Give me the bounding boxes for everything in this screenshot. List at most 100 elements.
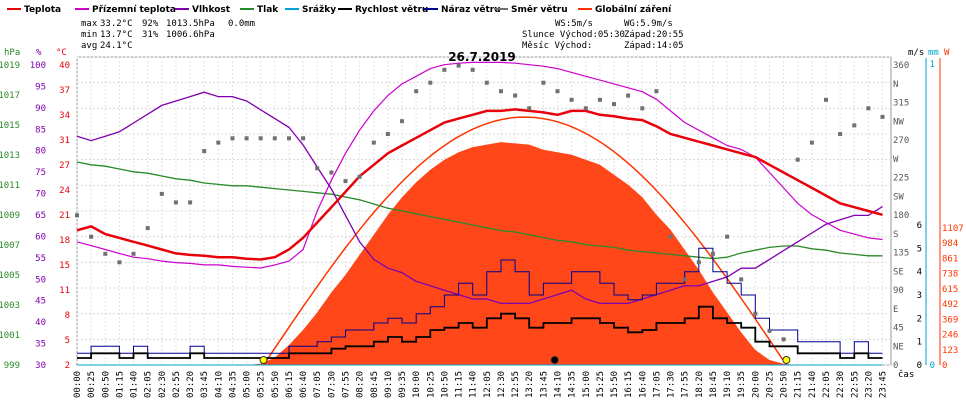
legend-label: Teplota	[24, 5, 61, 15]
x-tick-label: 02:05	[144, 371, 154, 398]
x-tick-label: 11:40	[469, 371, 479, 398]
x-tick-label: 20:00	[751, 371, 761, 398]
wind-direction-point	[385, 132, 390, 136]
celsius-tick: 31	[59, 136, 70, 146]
x-tick-label: 10:25	[426, 371, 436, 398]
direction-tick: 270	[893, 136, 909, 146]
wind-direction-point	[880, 114, 885, 119]
wind-direction-point	[541, 80, 546, 85]
legend-label: Přízemní teplota	[92, 5, 176, 15]
wind-direction-point	[866, 106, 871, 111]
x-tick-label: 05:50	[271, 371, 281, 398]
wind-direction-point	[682, 277, 687, 282]
legend-label: Náraz větru	[441, 4, 501, 15]
x-tick-label: 09:10	[384, 371, 394, 398]
celsius-tick: 24	[59, 186, 70, 196]
wind-direction-point	[696, 260, 701, 265]
x-tick-label: 14:10	[554, 371, 564, 398]
x-tick-label: 05:00	[243, 371, 253, 398]
wind-direction-point	[428, 80, 433, 85]
x-tick-label: 06:40	[299, 371, 309, 398]
x-tick-label: 11:15	[455, 371, 465, 398]
celsius-tick: 34	[59, 111, 70, 121]
ms-tick: 4	[917, 268, 922, 278]
wind-direction-point	[753, 311, 758, 316]
wind-direction-point	[654, 89, 659, 94]
moon-rise: Měsíc Východ:	[522, 41, 592, 51]
pct-tick: 35	[35, 340, 46, 350]
direction-tick: 360	[893, 61, 909, 71]
w-tick: 0	[942, 361, 947, 371]
wind-direction-point	[230, 136, 235, 141]
legend-label: Směr větru	[511, 4, 568, 15]
sun-moon-markers	[259, 356, 791, 364]
legend-label: Vlhkost	[192, 5, 231, 15]
wind-direction-point	[159, 191, 164, 196]
x-tick-label: 08:20	[356, 371, 366, 398]
celsius-tick: 15	[59, 261, 70, 271]
radiation-area	[77, 116, 883, 366]
x-tick-label: 21:15	[794, 371, 804, 398]
stat-avg-temp: 24.1°C	[100, 41, 133, 51]
x-tick-label: 18:20	[695, 371, 705, 398]
wind-direction-point	[315, 166, 320, 171]
sunset-marker	[782, 356, 791, 364]
pct-tick: 50	[35, 275, 46, 285]
x-tick-label: 08:45	[370, 371, 380, 398]
stat-min-label: min	[81, 30, 97, 40]
x-tick-label: 19:35	[737, 371, 747, 398]
x-tick-label: 10:00	[412, 371, 422, 398]
hpa-tick: 1003	[0, 301, 20, 311]
w-tick: 615	[942, 285, 958, 295]
pct-tick: 40	[35, 318, 46, 328]
x-tick-label: 00:25	[87, 371, 97, 398]
x-unit-label: čas	[898, 369, 914, 380]
wind-direction-point	[484, 80, 489, 85]
direction-tick: 0	[893, 361, 898, 371]
w-tick: 369	[942, 315, 958, 325]
series-line-teplota	[76, 108, 883, 261]
direction-tick: 225	[893, 174, 909, 184]
pct-tick: 95	[35, 82, 46, 92]
sun-ws: WS:5m/s	[555, 19, 593, 29]
w-tick: 861	[942, 254, 958, 264]
mm-tick: 1	[930, 60, 935, 70]
pct-tick: 90	[35, 104, 46, 114]
wind-direction-point	[216, 140, 221, 145]
series-line-n-raz-v-tru	[77, 247, 883, 354]
wind-direction-point	[258, 136, 263, 141]
x-tick-label: 05:25	[257, 371, 267, 398]
wind-direction-point	[117, 260, 122, 265]
wind-direction-point	[626, 93, 631, 98]
x-tick-label: 14:35	[568, 371, 578, 398]
x-tick-label: 03:45	[200, 371, 210, 398]
x-tick-label: 03:20	[186, 371, 196, 398]
direction-tick: 90	[893, 286, 904, 296]
wind-direction-point	[824, 97, 828, 102]
x-tick-label: 19:10	[723, 371, 733, 398]
wind-direction-point	[838, 132, 843, 136]
wind-direction-point	[272, 136, 277, 141]
wind-direction-point	[343, 179, 348, 184]
x-tick-label: 02:55	[172, 371, 182, 398]
w-axis-label: W	[944, 48, 950, 58]
direction-tick: 135	[893, 249, 909, 259]
stat-max-rain: 0.0mm	[228, 19, 255, 29]
wind-direction-point	[202, 149, 207, 154]
legend-label: Srážky	[302, 5, 336, 15]
x-tick-label: 09:35	[398, 371, 408, 398]
hpa-tick: 1017	[0, 91, 20, 101]
wind-direction-marks	[75, 63, 885, 342]
moonset-marker	[550, 356, 559, 364]
wind-direction-point	[795, 157, 800, 162]
pct-tick: 85	[35, 125, 46, 135]
pct-tick: 80	[35, 147, 46, 157]
direction-tick: 180	[893, 211, 909, 221]
celsius-tick: 40	[59, 61, 70, 71]
series-line-tlak	[76, 161, 883, 260]
x-tick-label: 04:10	[214, 371, 224, 398]
wind-direction-point	[75, 213, 79, 218]
x-tick-label: 06:15	[285, 371, 295, 398]
x-tick-label: 22:55	[850, 371, 860, 398]
ms-tick: 6	[917, 221, 922, 231]
